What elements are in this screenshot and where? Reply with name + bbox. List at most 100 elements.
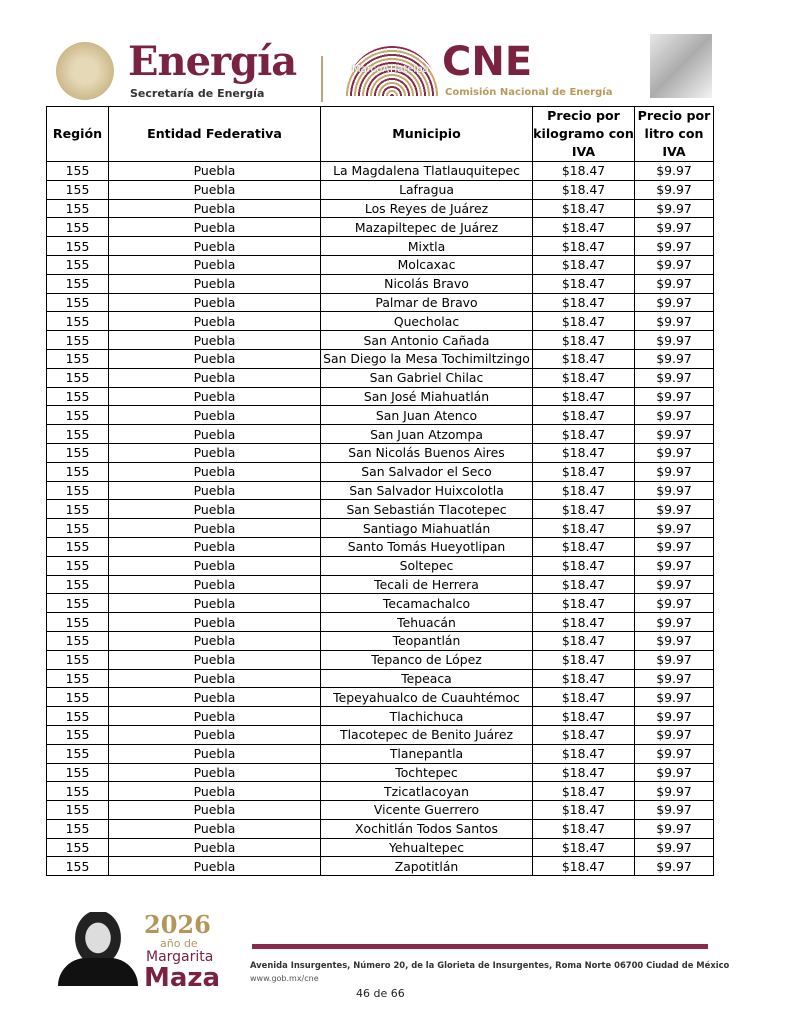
divider xyxy=(321,56,323,102)
table-cell: 155 xyxy=(46,649,109,670)
table-cell: Yehualtepec xyxy=(320,837,533,858)
table-cell: $9.97 xyxy=(634,480,714,501)
table-cell: San Gabriel Chilac xyxy=(320,367,533,388)
table-cell: Puebla xyxy=(108,273,321,294)
table-cell: Puebla xyxy=(108,405,321,426)
table-row: 155 Puebla Yehualtepec $18.47 $9.97 xyxy=(46,837,714,858)
table-cell: $9.97 xyxy=(634,762,714,783)
table-cell: Tepeyahualco de Cuauhtémoc xyxy=(320,687,533,708)
table-row: 155 Puebla Molcaxac $18.47 $9.97 xyxy=(46,254,714,275)
table-cell: $9.97 xyxy=(634,461,714,482)
table-cell: Molcaxac xyxy=(320,254,533,275)
table-cell: 155 xyxy=(46,348,109,369)
table-cell: Puebla xyxy=(108,593,321,614)
table-cell: Puebla xyxy=(108,236,321,256)
table-cell: San Nicolás Buenos Aires xyxy=(320,442,533,463)
table-row: 155 Puebla Lafragua $18.47 $9.97 xyxy=(46,179,714,200)
table-cell: $18.47 xyxy=(532,612,635,632)
table-row: 155 Puebla Tepeaca $18.47 $9.97 xyxy=(46,668,714,689)
table-cell: Lafragua xyxy=(320,179,533,200)
page-number: 46 de 66 xyxy=(356,987,405,1000)
table-cell: San Salvador Huixcolotla xyxy=(320,480,533,501)
table-cell: $18.47 xyxy=(532,330,635,350)
table-cell: $18.47 xyxy=(532,367,635,388)
table-row: 155 Puebla Soltepec $18.47 $9.97 xyxy=(46,555,714,576)
table-cell: $9.97 xyxy=(634,442,714,463)
table-cell: Puebla xyxy=(108,856,321,877)
flag-figure-logo xyxy=(650,34,712,98)
table-cell: $9.97 xyxy=(634,668,714,689)
table-cell: $9.97 xyxy=(634,574,714,595)
table-cell: Puebla xyxy=(108,292,321,313)
table-cell: $9.97 xyxy=(634,706,714,726)
table-row: 155 Puebla Tlachichuca $18.47 $9.97 xyxy=(46,706,714,726)
cne-subtitle: Comisión Nacional de Energía xyxy=(445,87,613,98)
table-cell: $9.97 xyxy=(634,536,714,557)
table-cell: San Juan Atzompa xyxy=(320,424,533,444)
column-header: Precio por kilogramo con IVA xyxy=(532,106,635,162)
table-cell: $9.97 xyxy=(634,367,714,388)
table-cell: 155 xyxy=(46,724,109,745)
table-row: 155 Puebla San Diego la Mesa Tochimiltzing… xyxy=(46,348,714,369)
table-cell: $18.47 xyxy=(532,818,635,839)
price-table: Región Entidad Federativa Municipio Precio … xyxy=(46,106,714,877)
table-cell: 155 xyxy=(46,668,109,689)
table-cell: $18.47 xyxy=(532,461,635,482)
table-cell: 155 xyxy=(46,461,109,482)
secretaria-text: Secretaría de Energía xyxy=(130,87,265,100)
table-cell: 155 xyxy=(46,593,109,614)
table-cell: Puebla xyxy=(108,442,321,463)
table-cell: Quecholac xyxy=(320,311,533,332)
table-cell: $9.97 xyxy=(634,424,714,444)
ano-de-text: año de xyxy=(160,937,198,950)
table-row: 155 Puebla La Magdalena Tlatlauquitepec $18… xyxy=(46,161,714,181)
table-cell: $9.97 xyxy=(634,161,714,181)
table-cell: Palmar de Bravo xyxy=(320,292,533,313)
table-cell: 155 xyxy=(46,518,109,538)
table-cell: 155 xyxy=(46,386,109,407)
table-row: 155 Puebla Quecholac $18.47 $9.97 xyxy=(46,311,714,332)
table-cell: 155 xyxy=(46,236,109,256)
table-cell: $9.97 xyxy=(634,254,714,275)
table-row: 155 Puebla Tehuacán $18.47 $9.97 xyxy=(46,612,714,632)
table-row: 155 Puebla San José Miahuatlán $18.47 $9.97 xyxy=(46,386,714,407)
table-cell: Tecali de Herrera xyxy=(320,574,533,595)
table-cell: 155 xyxy=(46,574,109,595)
table-cell: Santo Tomás Hueyotlipan xyxy=(320,536,533,557)
table-cell: $9.97 xyxy=(634,555,714,576)
maza-text: Maza xyxy=(144,963,221,993)
table-cell: $18.47 xyxy=(532,292,635,313)
table-cell: $9.97 xyxy=(634,800,714,820)
table-cell: $9.97 xyxy=(634,311,714,332)
table-cell: 155 xyxy=(46,480,109,501)
letterhead: Energía Secretaría de Energía CNE MarcoA… xyxy=(0,0,795,106)
table-cell: 155 xyxy=(46,612,109,632)
energia-logo-text: Energía xyxy=(128,38,297,85)
table-cell: $18.47 xyxy=(532,273,635,294)
table-cell: $18.47 xyxy=(532,762,635,783)
table-row: 155 Puebla Tlacotepec de Benito Juárez $18.… xyxy=(46,724,714,745)
footer-url[interactable]: www.gob.mx/cne xyxy=(250,974,319,983)
table-cell: $18.47 xyxy=(532,555,635,576)
table-cell: 155 xyxy=(46,762,109,783)
table-cell: Xochitlán Todos Santos xyxy=(320,818,533,839)
cne-logo-text: CNE xyxy=(442,39,533,85)
table-cell: $9.97 xyxy=(634,348,714,369)
table-cell: La Magdalena Tlatlauquitepec xyxy=(320,161,533,181)
table-cell: 155 xyxy=(46,198,109,219)
table-cell: Puebla xyxy=(108,311,321,332)
table-cell: $18.47 xyxy=(532,499,635,520)
table-cell: 155 xyxy=(46,743,109,764)
table-row: 155 Puebla Santiago Miahuatlán $18.47 $9.97 xyxy=(46,518,714,538)
table-cell: $9.97 xyxy=(634,612,714,632)
table-cell: Puebla xyxy=(108,386,321,407)
table-cell: San Salvador el Seco xyxy=(320,461,533,482)
table-cell: $18.47 xyxy=(532,405,635,426)
table-cell: Tlanepantla xyxy=(320,743,533,764)
table-cell: $18.47 xyxy=(532,800,635,820)
table-cell: Tepanco de López xyxy=(320,649,533,670)
table-cell: $9.97 xyxy=(634,198,714,219)
table-cell: $18.47 xyxy=(532,311,635,332)
table-cell: San Diego la Mesa Tochimiltzingo xyxy=(320,348,533,369)
table-cell: $9.97 xyxy=(634,781,714,802)
